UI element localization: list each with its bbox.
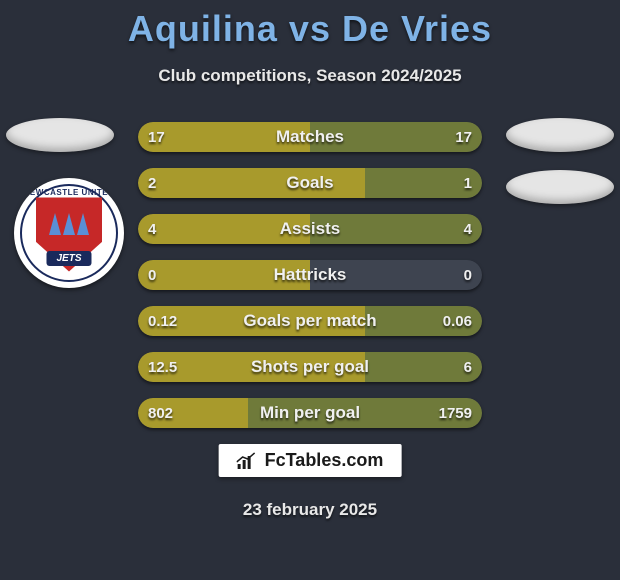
placeholder-pill (506, 118, 614, 152)
club-crest: NEWCASTLE UNITED JETS (14, 178, 124, 298)
crest-circle: NEWCASTLE UNITED JETS (14, 178, 124, 288)
stat-bar: 21Goals (138, 168, 482, 198)
crest-jets-icon (49, 213, 89, 235)
crest-top-text: NEWCASTLE UNITED (14, 188, 124, 197)
chart-icon (237, 452, 259, 470)
stat-bar: 8021759Min per goal (138, 398, 482, 428)
bar-label: Shots per goal (138, 352, 482, 382)
source-logo: FcTables.com (219, 444, 402, 477)
bar-label: Min per goal (138, 398, 482, 428)
bar-label: Assists (138, 214, 482, 244)
logo-text: FcTables.com (265, 450, 384, 471)
date-label: 23 february 2025 (0, 500, 620, 520)
placeholder-pill (6, 118, 114, 152)
comparison-bars: 1717Matches 21Goals 44Assists 00Hattricks 0.… (138, 122, 482, 444)
left-photo-placeholders (6, 118, 114, 170)
stat-bar: 1717Matches (138, 122, 482, 152)
page-title: Aquilina vs De Vries (0, 0, 620, 50)
page-subtitle: Club competitions, Season 2024/2025 (0, 66, 620, 86)
right-photo-placeholders (506, 118, 614, 222)
stat-bar: 00Hattricks (138, 260, 482, 290)
crest-banner: JETS (46, 251, 91, 266)
placeholder-pill (506, 170, 614, 204)
stat-bar: 44Assists (138, 214, 482, 244)
bar-label: Goals (138, 168, 482, 198)
bar-label: Hattricks (138, 260, 482, 290)
stat-bar: 0.120.06Goals per match (138, 306, 482, 336)
bar-label: Matches (138, 122, 482, 152)
stat-bar: 12.56Shots per goal (138, 352, 482, 382)
bar-label: Goals per match (138, 306, 482, 336)
